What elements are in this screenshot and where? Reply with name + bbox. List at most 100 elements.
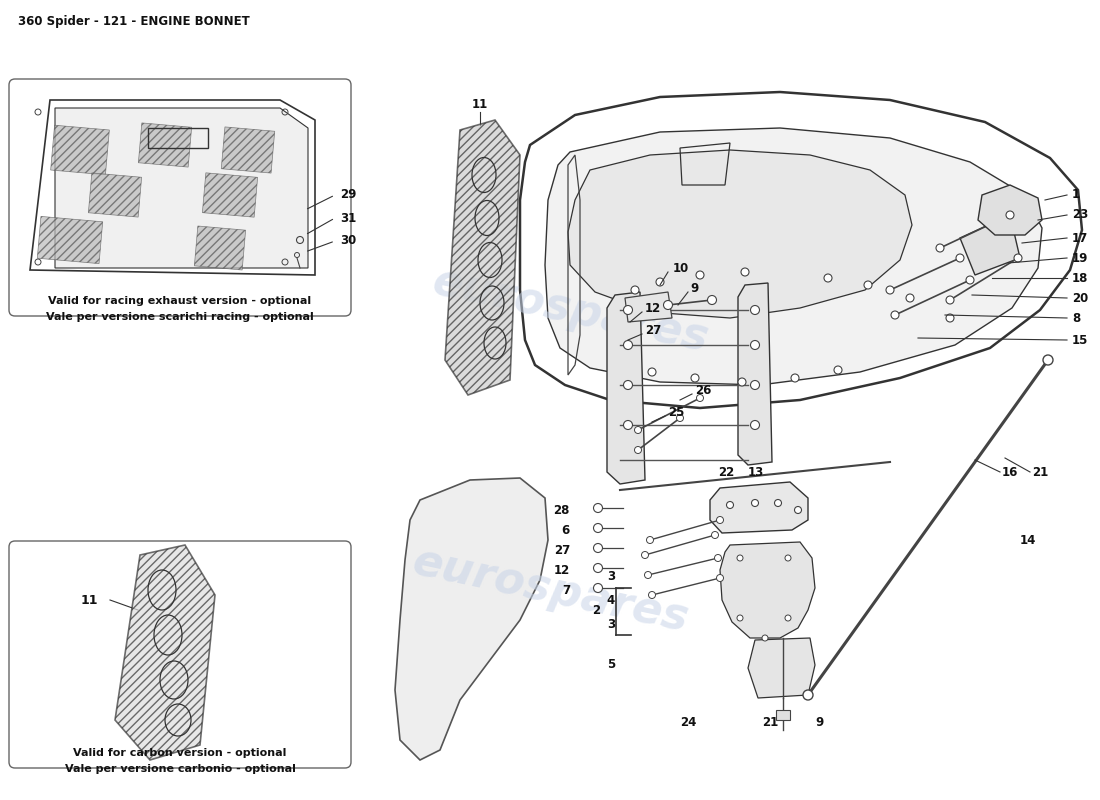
Text: 13: 13: [748, 466, 764, 478]
Polygon shape: [544, 128, 1042, 385]
Text: 21: 21: [1032, 466, 1048, 478]
Polygon shape: [960, 215, 1020, 275]
Text: 27: 27: [645, 323, 661, 337]
Polygon shape: [395, 478, 548, 760]
FancyBboxPatch shape: [9, 79, 351, 316]
Circle shape: [750, 381, 759, 390]
Text: 2: 2: [592, 603, 600, 617]
Circle shape: [594, 583, 603, 593]
Text: 10: 10: [673, 262, 690, 274]
Polygon shape: [607, 292, 645, 484]
Circle shape: [1006, 211, 1014, 219]
Circle shape: [774, 499, 781, 506]
Circle shape: [594, 503, 603, 513]
Text: 12: 12: [645, 302, 661, 314]
Text: eurospares: eurospares: [428, 260, 712, 360]
Circle shape: [716, 517, 724, 523]
Text: 4: 4: [607, 594, 615, 606]
Text: 31: 31: [340, 211, 356, 225]
Polygon shape: [710, 482, 808, 533]
Circle shape: [712, 531, 718, 538]
Polygon shape: [978, 185, 1042, 235]
Circle shape: [803, 690, 813, 700]
Text: eurospares: eurospares: [408, 540, 692, 640]
Text: 5: 5: [607, 658, 615, 671]
Text: 14: 14: [1020, 534, 1036, 546]
Polygon shape: [446, 120, 520, 395]
Text: 26: 26: [695, 383, 712, 397]
Text: 29: 29: [340, 189, 356, 202]
Polygon shape: [221, 127, 275, 173]
Circle shape: [864, 281, 872, 289]
Circle shape: [750, 306, 759, 314]
Circle shape: [663, 301, 672, 310]
Circle shape: [656, 278, 664, 286]
Text: Valid for carbon version - optional: Valid for carbon version - optional: [74, 748, 287, 758]
Text: 9: 9: [816, 715, 824, 729]
Polygon shape: [568, 150, 912, 318]
Circle shape: [824, 274, 832, 282]
Text: 25: 25: [668, 406, 684, 418]
Circle shape: [635, 446, 641, 454]
Circle shape: [906, 294, 914, 302]
Circle shape: [624, 306, 632, 314]
Circle shape: [750, 341, 759, 350]
Polygon shape: [51, 125, 109, 175]
Polygon shape: [625, 292, 672, 322]
Circle shape: [936, 244, 944, 252]
Text: 8: 8: [1072, 311, 1080, 325]
Text: 18: 18: [1072, 271, 1088, 285]
Polygon shape: [195, 226, 245, 270]
Circle shape: [696, 394, 704, 402]
Polygon shape: [88, 173, 142, 217]
Circle shape: [762, 635, 768, 641]
Circle shape: [594, 523, 603, 533]
Circle shape: [647, 537, 653, 543]
Circle shape: [649, 591, 656, 598]
Text: 20: 20: [1072, 291, 1088, 305]
Circle shape: [794, 506, 802, 514]
Polygon shape: [55, 108, 308, 268]
Circle shape: [594, 563, 603, 573]
Polygon shape: [139, 123, 191, 167]
Text: Valid for racing exhaust version - optional: Valid for racing exhaust version - optio…: [48, 296, 311, 306]
Text: 3: 3: [607, 618, 615, 630]
Circle shape: [966, 276, 974, 284]
Circle shape: [751, 499, 759, 506]
Circle shape: [886, 286, 894, 294]
Polygon shape: [748, 638, 815, 698]
Text: 15: 15: [1072, 334, 1088, 346]
Text: 27: 27: [553, 543, 570, 557]
Text: 24: 24: [680, 715, 696, 729]
Polygon shape: [202, 173, 257, 217]
Circle shape: [1043, 355, 1053, 365]
Circle shape: [641, 551, 649, 558]
Text: 28: 28: [553, 503, 570, 517]
Text: 23: 23: [1072, 209, 1088, 222]
Circle shape: [645, 571, 651, 578]
Polygon shape: [738, 283, 772, 465]
Text: 12: 12: [553, 563, 570, 577]
Circle shape: [737, 615, 742, 621]
Circle shape: [1014, 254, 1022, 262]
Circle shape: [738, 378, 746, 386]
Circle shape: [834, 366, 842, 374]
Circle shape: [707, 295, 716, 305]
Polygon shape: [720, 542, 815, 638]
Circle shape: [631, 286, 639, 294]
Circle shape: [946, 296, 954, 304]
Circle shape: [691, 374, 698, 382]
Circle shape: [750, 421, 759, 430]
Text: 7: 7: [562, 583, 570, 597]
Circle shape: [946, 314, 954, 322]
Circle shape: [635, 426, 641, 434]
Text: 17: 17: [1072, 231, 1088, 245]
Circle shape: [648, 368, 656, 376]
Text: 360 Spider - 121 - ENGINE BONNET: 360 Spider - 121 - ENGINE BONNET: [18, 15, 250, 29]
Circle shape: [624, 381, 632, 390]
Text: 3: 3: [607, 570, 615, 582]
Text: Vale per versione carbonio - optional: Vale per versione carbonio - optional: [65, 764, 296, 774]
Circle shape: [594, 543, 603, 553]
Text: 1: 1: [1072, 189, 1080, 202]
Circle shape: [696, 271, 704, 279]
